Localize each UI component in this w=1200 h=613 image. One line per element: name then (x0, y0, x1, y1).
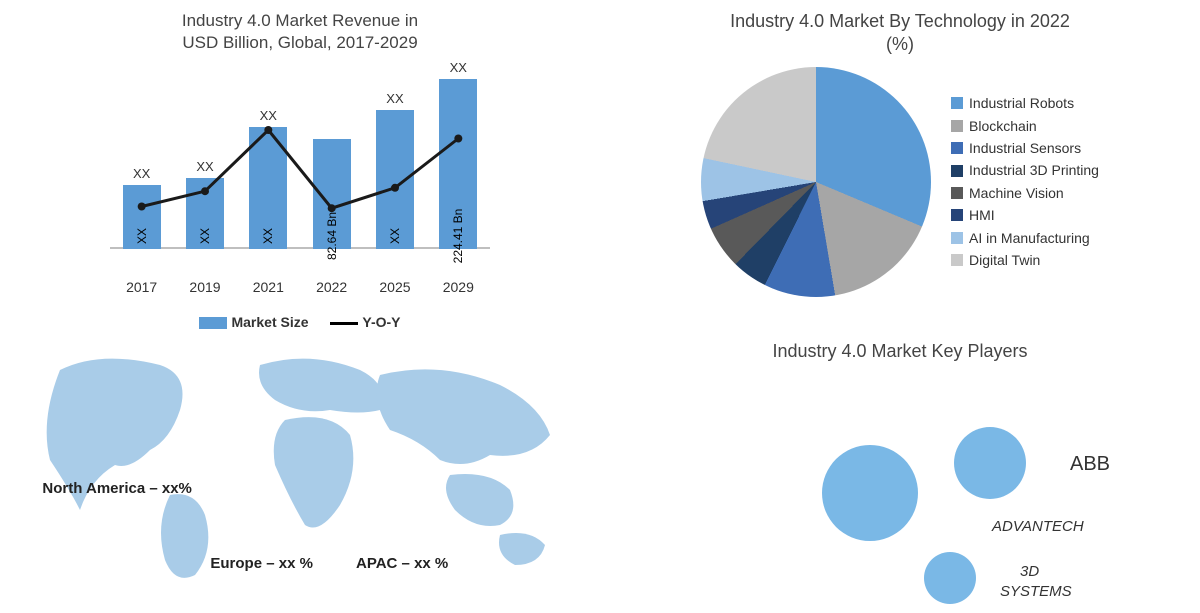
player-label: ABB (1070, 453, 1110, 476)
bar: XXXX2025 (376, 110, 414, 249)
bar-value: XX (135, 228, 149, 244)
bar-value: XX (388, 228, 402, 244)
legend-swatch (951, 254, 963, 266)
legend-label: Industrial Robots (969, 92, 1074, 114)
map-region-label: Europe – xx % (210, 555, 313, 572)
player-bubble (822, 445, 918, 541)
pie-legend: Industrial RobotsBlockchainIndustrial Se… (951, 92, 1099, 271)
bar-category: 2022 (316, 279, 347, 295)
bar-value: 224.41 Bn (451, 209, 465, 264)
player-label: SYSTEMS (1000, 583, 1072, 600)
bar-top-label: XX (196, 159, 213, 174)
bar-value: 82.64 Bn (325, 212, 339, 260)
legend-swatch (951, 142, 963, 154)
legend-label: HMI (969, 204, 995, 226)
legend-swatch (951, 165, 963, 177)
bar-category: 2029 (443, 279, 474, 295)
key-players-panel: Industry 4.0 Market Key Players ABB ADVAN… (600, 330, 1200, 600)
world-map: North America – xx% Europe – xx % APAC – x… (20, 340, 580, 590)
key-players-title: Industry 4.0 Market Key Players (620, 340, 1180, 363)
bar-top-label: XX (133, 166, 150, 181)
bar-value: XX (198, 228, 212, 244)
legend-label: Industrial Sensors (969, 137, 1081, 159)
bar-top-label: XX (450, 60, 467, 75)
bar: XXXX2019 (186, 178, 224, 249)
legend-label: Digital Twin (969, 249, 1040, 271)
bubble-chart: ABB ADVANTECH 3D SYSTEMS (620, 363, 1180, 613)
bar-top-label: XX (386, 91, 403, 106)
pie-legend-item: Industrial Sensors (951, 137, 1099, 159)
legend-swatch (951, 209, 963, 221)
market-size-label: Market Size (231, 314, 308, 330)
pie-legend-item: Machine Vision (951, 182, 1099, 204)
pie-title: Industry 4.0 Market By Technology in 202… (620, 10, 1180, 57)
revenue-chart-title: Industry 4.0 Market Revenue in USD Billi… (20, 10, 580, 54)
market-size-swatch (199, 317, 227, 329)
legend-swatch (951, 97, 963, 109)
pie-legend-item: Digital Twin (951, 249, 1099, 271)
legend-label: AI in Manufacturing (969, 227, 1090, 249)
map-region-label: APAC – xx % (356, 555, 448, 572)
bar-category: 2021 (253, 279, 284, 295)
legend-swatch (951, 120, 963, 132)
revenue-chart-panel: Industry 4.0 Market Revenue in USD Billi… (0, 0, 600, 330)
bar: 224.41 BnXX2029 (439, 79, 477, 249)
player-label: ADVANTECH (992, 518, 1084, 535)
pie-legend-item: Blockchain (951, 115, 1099, 137)
pie-legend-item: Industrial Robots (951, 92, 1099, 114)
pie-legend-item: AI in Manufacturing (951, 227, 1099, 249)
legend-label: Blockchain (969, 115, 1037, 137)
player-bubble (954, 427, 1026, 499)
bar-category: 2019 (189, 279, 220, 295)
legend-label: Industrial 3D Printing (969, 159, 1099, 181)
map-svg (20, 340, 580, 590)
technology-pie-panel: Industry 4.0 Market By Technology in 202… (600, 0, 1200, 330)
bar: XXXX2021 (249, 127, 287, 249)
bar: 82.64 Bn2022 (313, 139, 351, 250)
player-bubble (924, 552, 976, 604)
legend-label: Machine Vision (969, 182, 1064, 204)
yoy-swatch (330, 322, 358, 325)
player-label: 3D (1020, 563, 1039, 580)
bar-value: XX (261, 228, 275, 244)
bar-category: 2025 (379, 279, 410, 295)
bar-category: 2017 (126, 279, 157, 295)
legend-swatch (951, 232, 963, 244)
legend-swatch (951, 187, 963, 199)
bar: XXXX2017 (123, 185, 161, 250)
technology-pie (701, 67, 931, 297)
map-region-label: North America – xx% (42, 480, 192, 497)
revenue-legend: Market Size Y-O-Y (20, 314, 580, 330)
revenue-barchart: XXXX2017XXXX2019XXXX202182.64 Bn2022XXXX… (110, 64, 490, 274)
pie-legend-item: HMI (951, 204, 1099, 226)
pie-legend-item: Industrial 3D Printing (951, 159, 1099, 181)
regional-map-panel: North America – xx% Europe – xx % APAC – x… (0, 330, 600, 600)
bar-top-label: XX (260, 108, 277, 123)
yoy-label: Y-O-Y (362, 314, 400, 330)
